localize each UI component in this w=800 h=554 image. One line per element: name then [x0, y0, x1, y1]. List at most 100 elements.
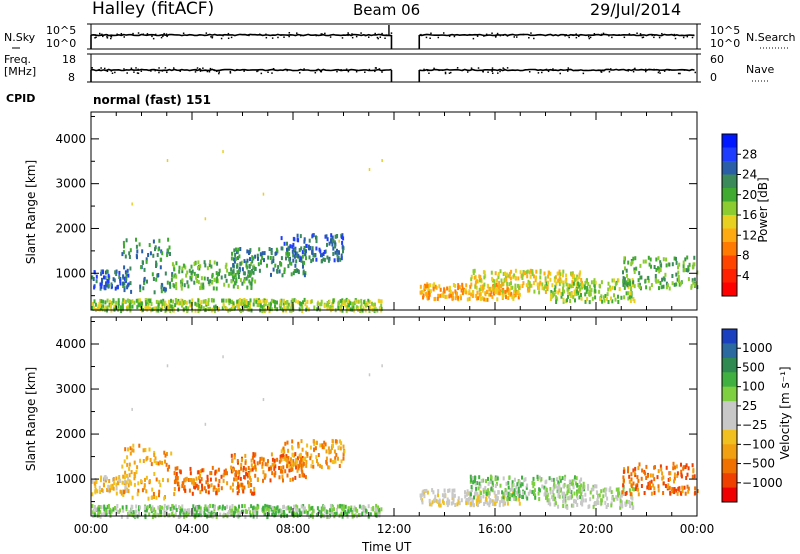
velocity-panel-cell: [679, 491, 682, 496]
velocity-panel-cell: [482, 494, 485, 499]
freq-nave-panel-dot: [456, 67, 459, 69]
velocity-panel-cell: [233, 455, 236, 460]
velocity-panel-cell: [473, 479, 476, 484]
velocity-colorbar-tick-label-3: 25: [742, 399, 757, 413]
power-panel-cell: [627, 260, 630, 265]
velocity-panel-cell: [476, 492, 479, 497]
velocity-panel-cell: [263, 512, 265, 517]
power-panel-cell: [247, 269, 250, 274]
power-panel-cell: [567, 294, 569, 299]
velocity-panel-cell: [508, 475, 511, 480]
velocity-panel-cell: [290, 464, 293, 469]
velocity-panel-cell: [92, 508, 95, 513]
velocity-panel-cell: [198, 504, 201, 509]
power-panel-cell: [281, 273, 284, 278]
velocity-panel-cell: [673, 472, 676, 477]
velocity-panel-cell: [327, 446, 330, 451]
freq-nave-panel-dot: [444, 72, 447, 75]
power-panel-cell: [172, 264, 175, 269]
power-panel-cell: [126, 307, 129, 312]
power-panel-cell: [259, 252, 262, 257]
velocity-panel-cell: [112, 486, 115, 491]
power-panel-cell: [553, 287, 556, 292]
velocity-panel-cell: [195, 483, 198, 488]
freq-nave-panel-dot: [470, 67, 473, 69]
power-panel-cell: [202, 299, 205, 304]
velocity-panel-cell: [665, 465, 668, 470]
freq-nave-panel-dot: [608, 71, 611, 73]
velocity-panel-cell: [694, 490, 697, 495]
velocity-colorbar-tick-label-1: 500: [742, 360, 765, 374]
power-panel-cell: [303, 245, 306, 250]
velocity-panel-cell: [483, 502, 486, 506]
power-panel-cell: [687, 265, 690, 270]
power-panel-cell: [499, 269, 502, 274]
velocity-panel-cell: [364, 511, 367, 516]
noise-panel-dot: [530, 32, 532, 34]
power-panel-cell: [359, 305, 362, 310]
velocity-panel-cell: [249, 475, 251, 480]
power-panel-cell: [589, 292, 592, 297]
power-panel-cell: [460, 288, 463, 293]
velocity-panel-cell: [553, 502, 556, 507]
velocity-panel-cell: [589, 490, 592, 495]
power-panel-cell: [607, 281, 610, 286]
power-panel-cell: [261, 309, 264, 314]
velocity-panel-ytick-label-0: 1000: [55, 472, 86, 486]
power-panel-cell: [575, 282, 578, 287]
velocity-panel-cell: [521, 475, 523, 480]
noise-panel-dot: [379, 36, 382, 38]
velocity-panel-cell: [328, 465, 331, 470]
velocity-panel-cell: [293, 511, 296, 516]
power-panel-cell: [347, 307, 350, 312]
noise-panel-dot: [673, 33, 676, 36]
velocity-panel-cell: [199, 490, 202, 495]
power-panel-cell: [541, 286, 544, 291]
velocity-panel-cell: [165, 462, 168, 467]
velocity-panel-cell: [675, 464, 678, 469]
power-panel-cell: [108, 299, 111, 304]
power-panel-cell: [558, 269, 561, 274]
velocity-panel-cell: [694, 486, 697, 491]
noise-panel-dot: [205, 32, 208, 34]
velocity-panel-cell: [132, 448, 135, 453]
freq-nave-panel-dot: [166, 71, 168, 74]
velocity-panel-cell: [105, 476, 108, 481]
power-panel-cell: [502, 281, 505, 286]
power-panel-cell: [123, 276, 126, 281]
power-panel-cell: [525, 283, 528, 288]
velocity-panel-cell: [256, 514, 258, 519]
velocity-panel-cell: [488, 503, 491, 508]
velocity-panel-cell: [281, 469, 284, 474]
velocity-panel-cell: [303, 509, 306, 514]
power-panel-cell: [489, 292, 492, 297]
power-panel-cell: [270, 307, 273, 312]
power-panel-cell: [104, 270, 107, 275]
power-panel-cell: [169, 281, 171, 286]
noise-panel-dot: [142, 33, 145, 35]
velocity-panel-cell: [301, 458, 304, 462]
power-panel-cell: [206, 266, 209, 271]
power-panel-cell: [126, 268, 129, 273]
velocity-panel-cell: [561, 476, 564, 481]
power-panel-cell: [544, 290, 547, 294]
velocity-panel-cell: [523, 478, 526, 483]
power-panel-cell: [188, 268, 191, 273]
power-panel-cell: [687, 277, 690, 282]
velocity-panel-cell: [329, 458, 332, 463]
noise-panel-dot: [533, 37, 535, 40]
velocity-panel-cell: [151, 515, 154, 519]
velocity-panel-cell: [466, 489, 469, 494]
velocity-panel-cell: [247, 480, 249, 485]
freq-nave-panel-dot: [229, 72, 232, 74]
power-panel-cell: [332, 239, 335, 244]
freq-nave-panel-dot: [359, 69, 362, 71]
velocity-panel-cell: [465, 492, 468, 497]
power-panel-cell: [301, 309, 304, 314]
power-panel-cell: [153, 306, 156, 311]
power-panel-cell: [475, 294, 478, 298]
velocity-panel-cell: [513, 491, 516, 496]
velocity-panel-cell: [243, 485, 246, 490]
power-panel-cell: [665, 257, 668, 262]
power-panel-cell: [274, 304, 276, 309]
